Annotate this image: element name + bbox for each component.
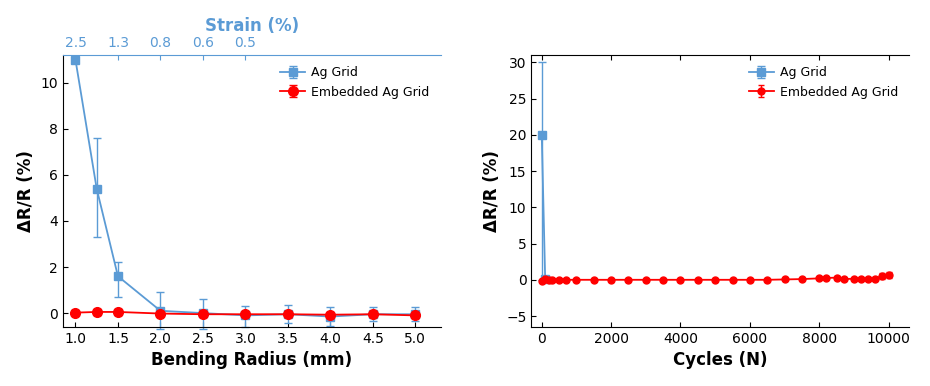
X-axis label: Strain (%): Strain (%): [205, 17, 299, 35]
Y-axis label: ΔR/R (%): ΔR/R (%): [483, 150, 500, 232]
Legend: Ag Grid, Embedded Ag Grid: Ag Grid, Embedded Ag Grid: [744, 61, 903, 103]
X-axis label: Bending Radius (mm): Bending Radius (mm): [152, 351, 352, 369]
Legend: Ag Grid, Embedded Ag Grid: Ag Grid, Embedded Ag Grid: [275, 61, 434, 103]
X-axis label: Cycles (N): Cycles (N): [673, 351, 767, 369]
Y-axis label: ΔR/R (%): ΔR/R (%): [17, 150, 34, 232]
